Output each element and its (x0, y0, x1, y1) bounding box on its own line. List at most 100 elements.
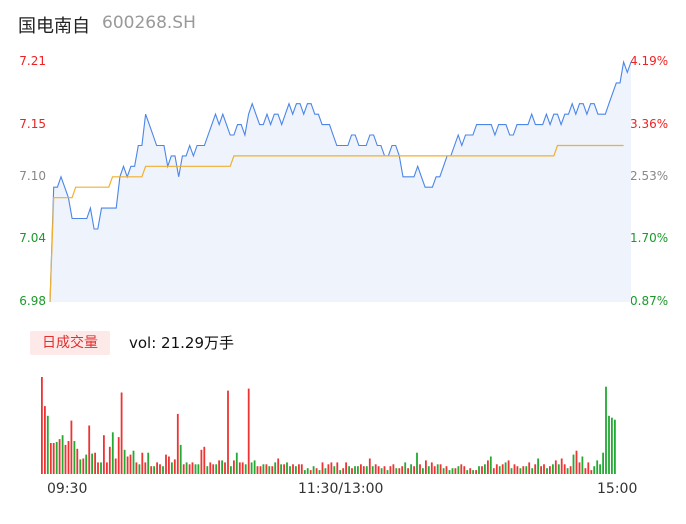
volume-bar (469, 468, 472, 474)
volume-bar (315, 468, 318, 474)
volume-bar (448, 470, 451, 474)
volume-bar (481, 466, 483, 474)
volume-bar (259, 466, 262, 474)
volume-bar (265, 464, 268, 474)
volume-bar (298, 464, 300, 474)
volume-bar (327, 464, 330, 474)
percent-tick-label: 4.19% (630, 54, 669, 68)
volume-bar (271, 466, 274, 474)
volume-bar (238, 462, 241, 474)
volume-bar (578, 462, 581, 474)
volume-bar (55, 442, 58, 474)
volume-bar (543, 464, 545, 474)
volume-bar (295, 466, 297, 474)
volume-bar (383, 466, 386, 474)
volume-bar (528, 462, 531, 474)
volume-bar (608, 415, 610, 474)
volume-bar (569, 466, 572, 474)
volume-bar (407, 468, 409, 474)
percent-tick-label: 2.53% (630, 168, 669, 183)
volume-total: vol: 21.29万手 (129, 334, 234, 352)
volume-bar (224, 462, 226, 474)
volume-bar (430, 462, 433, 474)
volume-badge: 日成交量 (30, 331, 110, 355)
volume-bar (191, 462, 194, 474)
volume-bar (360, 464, 362, 474)
volume-bar (203, 446, 206, 474)
volume-bar (534, 464, 537, 474)
volume-bar (303, 470, 306, 474)
volume-bar (168, 456, 170, 474)
volume-bar (484, 464, 486, 474)
volume-bar (206, 466, 209, 474)
volume-bar (120, 392, 123, 474)
volume-bar (401, 466, 404, 474)
volume-bar (233, 460, 235, 474)
volume-bar (563, 464, 566, 474)
volume-bar (522, 466, 525, 474)
volume-bar (425, 460, 427, 474)
volume-bar (587, 462, 590, 474)
volume-bar (41, 377, 43, 474)
volume-bar (253, 460, 256, 474)
volume-bar (117, 437, 120, 474)
volume-bar (324, 468, 327, 474)
volume-bar (413, 466, 415, 474)
volume-bar (85, 454, 88, 474)
volume-bar (132, 450, 135, 474)
volume-bar (44, 406, 46, 474)
stock-code: 600268.SH (102, 13, 196, 33)
volume-bar (256, 466, 259, 474)
volume-bar (348, 466, 350, 474)
volume-bar (114, 458, 117, 474)
volume-bar (268, 466, 271, 474)
volume-bar (495, 464, 498, 474)
volume-bar (173, 459, 176, 474)
volume-bar (103, 435, 105, 474)
volume-bar (368, 458, 371, 474)
volume-bar (309, 470, 312, 474)
volume-bar (504, 462, 507, 474)
volume-bar (194, 464, 197, 474)
volume-bar (457, 466, 460, 474)
volume-bar (339, 470, 342, 474)
volume-bar (52, 443, 55, 474)
volume-bar (135, 462, 138, 474)
volume-bar (289, 466, 291, 474)
volume-bar (286, 462, 288, 474)
stock-name: 国电南自 (18, 16, 90, 37)
time-tick-label: 15:00 (597, 481, 638, 497)
volume-bar (492, 468, 495, 474)
volume-bar (46, 415, 49, 474)
volume-bar (445, 466, 448, 474)
volume-bar (200, 449, 203, 475)
volume-bar (153, 466, 155, 474)
average-line (49, 144, 624, 303)
volume-bar (312, 466, 315, 474)
volume-bar (605, 386, 607, 474)
volume-bar (215, 464, 218, 474)
volume-bar (377, 466, 380, 474)
volume-bar (513, 464, 516, 474)
volume-bar (466, 470, 469, 474)
volume-bar (599, 464, 601, 474)
volume-bar (436, 464, 439, 474)
volume-bar (611, 417, 613, 474)
volume-bar (247, 388, 250, 474)
volume-bar (498, 466, 501, 474)
volume-bar (546, 468, 548, 474)
volume-bar (392, 464, 395, 474)
volume-bar (144, 462, 147, 474)
volume-bar (602, 452, 604, 474)
percent-tick-label: 0.87% (630, 294, 669, 308)
volume-bar (49, 443, 52, 474)
volume-bar (209, 462, 212, 474)
volume-bar (516, 466, 519, 474)
volume-bar (489, 456, 492, 474)
volume-bar (572, 454, 575, 474)
volume-bar (185, 462, 188, 474)
volume-bar (106, 462, 108, 474)
volume-bar (566, 468, 569, 474)
volume-bar (321, 462, 324, 474)
